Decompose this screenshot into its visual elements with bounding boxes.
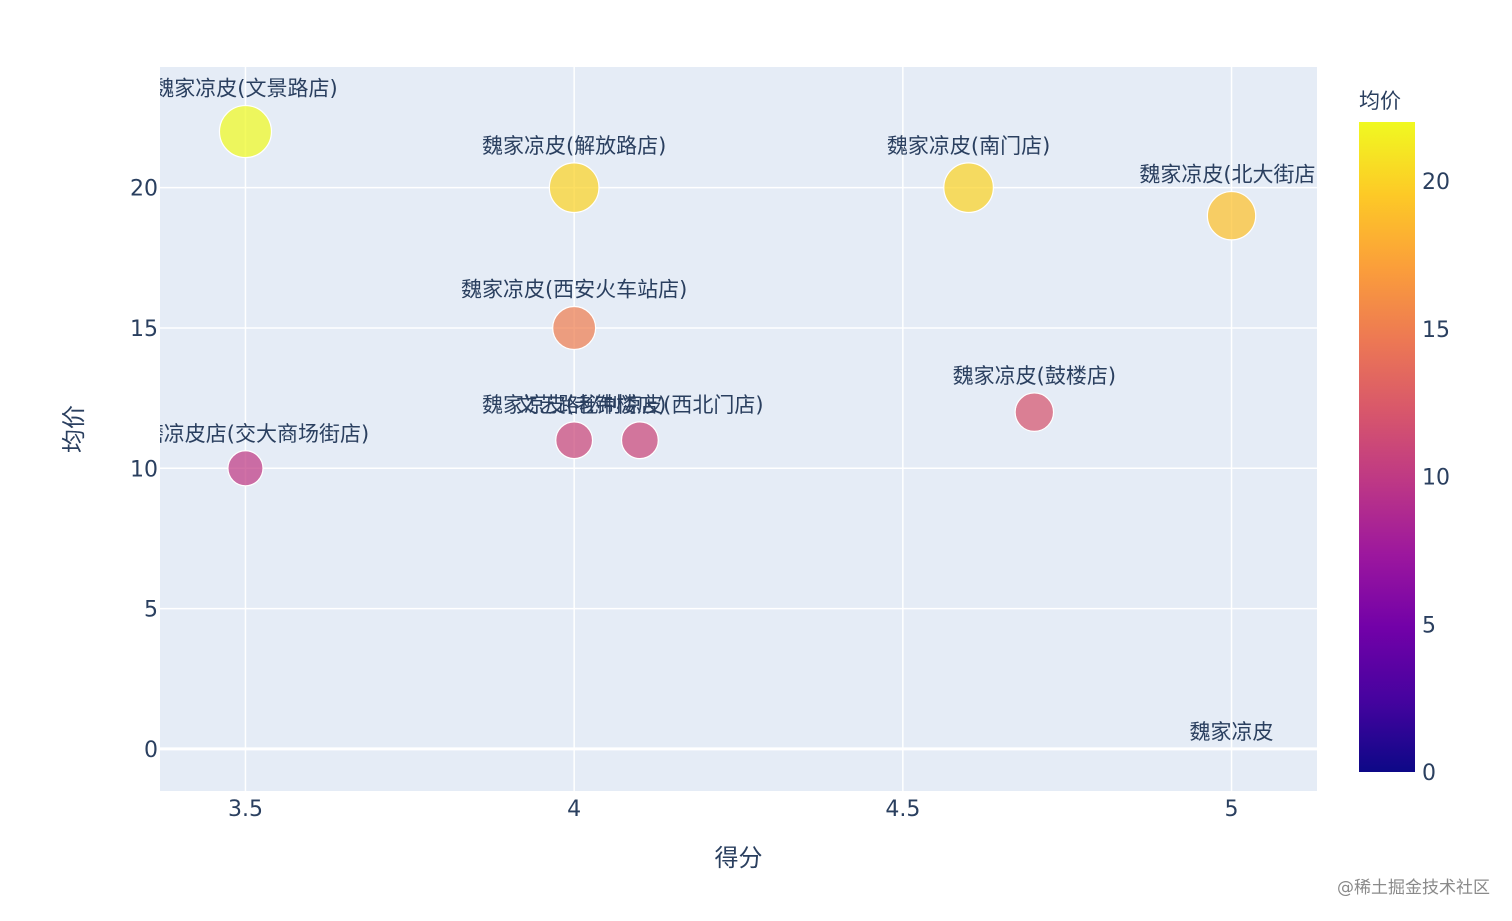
y-tick-label: 5 [144,598,158,623]
point-label: 魏家凉皮 [1190,720,1274,744]
point-label: 魏家凉皮(鼓楼店) [953,364,1116,388]
y-axis-title: 均价 [60,405,88,453]
bubble-point [227,450,264,487]
point-label: 文艺路秘制凉皮(西北门店) [516,393,763,417]
data-points [218,104,1257,487]
x-axis-title: 得分 [715,844,763,872]
y-tick-label: 15 [130,317,158,342]
y-axis-ticks: 0 5 10 15 20 [130,177,158,763]
y-tick-label: 10 [130,457,158,482]
x-tick-label: 4.5 [885,797,920,822]
x-axis-ticks: 3.5 4 4.5 5 [228,797,1239,822]
watermark: @稀土掘金技术社区 [1337,878,1490,898]
x-tick-label: 5 [1225,797,1239,822]
bubble-point [548,162,600,214]
point-label: 魏家凉皮(老钟楼店) [482,393,666,417]
colorbar-tick-label: 10 [1422,466,1450,491]
point-label: 魏家凉皮(西安火车站店) [461,278,687,302]
point-label: 魏家凉皮(解放路店) [482,134,666,158]
bubble-point [1206,190,1257,241]
point-labels: 魏家凉皮(文景路店) 魏家凉皮(解放路店) 魏家凉皮(南门店) 魏家凉皮(北大街店) 魏… [122,77,1323,744]
bubble-point [552,305,597,351]
bubble-point [943,162,994,214]
colorbar-tick-label: 5 [1422,613,1436,638]
colorbar-title: 均价 [1359,89,1401,113]
y-tick-label: 0 [144,738,158,763]
point-label: 魏家凉皮(文景路店) [153,77,337,101]
x-tick-label: 3.5 [228,797,263,822]
x-tick-label: 4 [567,797,581,822]
colorbar-gradient [1359,122,1415,772]
point-label: 魏家凉皮(南门店) [887,134,1050,158]
y-tick-label: 20 [130,177,158,202]
point-label: 水磨凉皮店(交大商场街店) [122,422,369,446]
point-label: 魏家凉皮(北大街店) [1139,163,1323,187]
colorbar: 均价 0 5 10 15 20 [1359,89,1450,786]
bubble-point [620,421,659,460]
colorbar-ticks: 0 5 10 15 20 [1422,170,1450,786]
colorbar-tick-label: 0 [1422,761,1436,786]
colorbar-tick-label: 15 [1422,318,1450,343]
colorbar-tick-label: 20 [1422,170,1450,195]
bubble-point [218,104,273,159]
bubble-point [555,421,594,460]
bubble-point [1014,392,1055,432]
